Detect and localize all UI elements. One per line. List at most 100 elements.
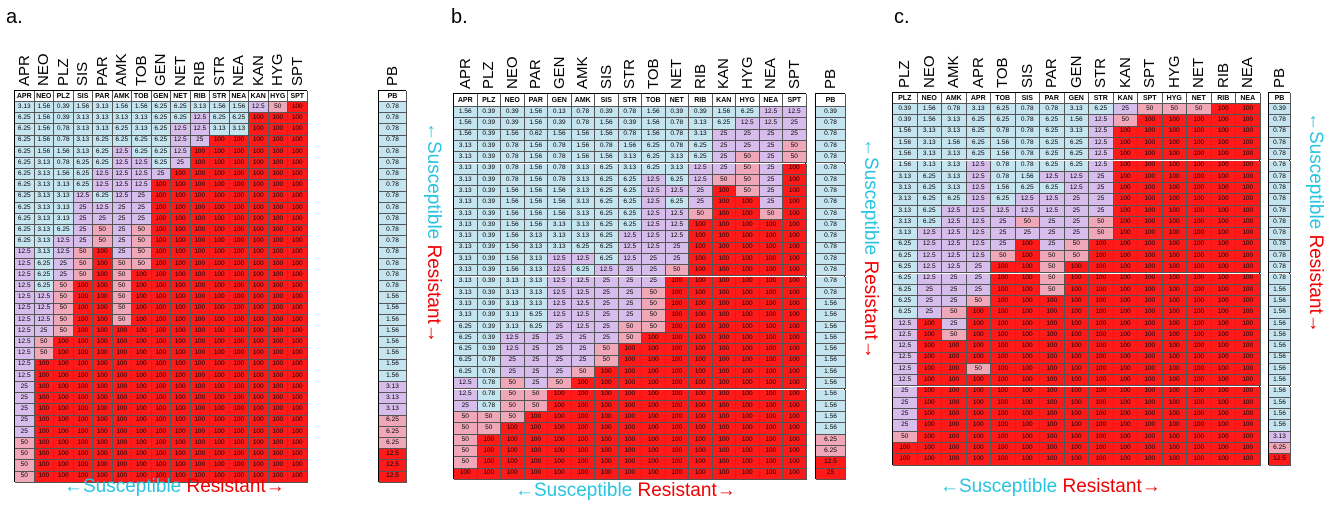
heatmap-cell: 3.13 <box>454 231 478 243</box>
pb-cell: 12.5 <box>1269 454 1291 466</box>
column-header-rotated: APR <box>969 57 987 88</box>
heatmap-cell: 12.5 <box>93 180 113 192</box>
pb-cell: 0.78 <box>816 174 846 187</box>
heatmap-cell: 100 <box>268 292 288 304</box>
pb-cell: 1.56 <box>816 423 846 435</box>
heatmap-cell: 3.13 <box>571 220 595 232</box>
heatmap-cell: 6.25 <box>966 137 991 150</box>
heatmap-cell: 6.25 <box>917 171 942 184</box>
heatmap-cell: 0.78 <box>501 140 525 153</box>
heatmap-cell: 100 <box>54 449 74 461</box>
heatmap-cell: 100 <box>689 231 713 243</box>
heatmap-cell: 50 <box>966 296 991 308</box>
heatmap-cell: 0.39 <box>501 107 525 119</box>
heatmap-cell: 100 <box>73 404 93 416</box>
heatmap-cell: 100 <box>1138 183 1163 195</box>
heatmap-cell: 0.39 <box>689 107 713 119</box>
heatmap-cell: 1.56 <box>524 163 548 175</box>
heatmap-cell: 50 <box>112 303 132 315</box>
heatmap-cell: 1.56 <box>524 186 548 198</box>
heatmap-cell: 100 <box>991 363 1016 376</box>
heatmap-cell: 50 <box>1187 104 1212 116</box>
heatmap-cell: 3.13 <box>73 113 93 125</box>
heatmap-cell: 12.5 <box>966 194 991 206</box>
heatmap-cell: 6.25 <box>73 180 93 192</box>
heatmap-cell: 100 <box>571 389 595 401</box>
heatmap-cell: 100 <box>249 348 269 360</box>
heatmap-cell: 12.5 <box>966 183 991 195</box>
heatmap-cell: 100 <box>288 258 308 270</box>
heatmap-cell: 100 <box>712 423 736 435</box>
heatmap-cell: 100 <box>1113 250 1138 263</box>
heatmap-cell: 100 <box>1162 183 1187 195</box>
pb-cell: 0.78 <box>816 265 846 277</box>
heatmap-cell: 50 <box>1162 104 1187 116</box>
heatmap-cell: 50 <box>112 270 132 282</box>
heatmap-cell: 3.13 <box>93 102 113 114</box>
heatmap-cell: 1.56 <box>893 149 918 161</box>
heatmap-cell: 1.56 <box>595 152 619 164</box>
heatmap-cell: 100 <box>1113 307 1138 319</box>
heatmap-cell: 25 <box>712 140 736 153</box>
heatmap-cell: 50 <box>1138 104 1163 116</box>
heatmap-cell: 100 <box>1089 397 1114 410</box>
heatmap-cell: 100 <box>1064 330 1089 342</box>
heatmap-cell: 6.25 <box>618 197 642 209</box>
heatmap-cell: 50 <box>642 321 666 333</box>
heatmap-cell: 25 <box>501 366 525 379</box>
heatmap-cell: 100 <box>249 270 269 282</box>
column-header-rotated: NEA <box>762 58 780 89</box>
heatmap-cell: 3.13 <box>942 171 967 184</box>
heatmap-cell: 100 <box>151 359 171 371</box>
heatmap-cell: 100 <box>1236 104 1261 116</box>
heatmap-cell: 50 <box>618 333 642 345</box>
heatmap-cell: 3.13 <box>548 220 572 232</box>
heatmap-cell: 50 <box>1064 239 1089 251</box>
heatmap-cell: 100 <box>1113 420 1138 432</box>
heatmap-cell: 12.5 <box>642 186 666 198</box>
heatmap-cell: 6.25 <box>454 333 478 345</box>
heatmap-cell: 100 <box>595 412 619 424</box>
heatmap-cell: 100 <box>524 457 548 469</box>
heatmap-cell: 100 <box>190 180 210 192</box>
heatmap-cell: 100 <box>1015 250 1040 263</box>
heatmap-cell: 100 <box>1138 137 1163 150</box>
heatmap-cell: 100 <box>736 366 760 379</box>
heatmap-cell: 100 <box>268 270 288 282</box>
column-header-cell: PLZ <box>477 94 501 107</box>
heatmap-cell: 100 <box>642 434 666 446</box>
heatmap-cell: 25 <box>524 378 548 390</box>
heatmap-cell: 100 <box>1138 307 1163 319</box>
heatmap-cell: 100 <box>249 180 269 192</box>
pb-cell: 0.78 <box>1269 160 1291 172</box>
heatmap-cell: 100 <box>268 258 288 270</box>
heatmap-cell: 100 <box>966 454 991 466</box>
heatmap-cell: 12.5 <box>917 250 942 263</box>
heatmap-cell: 100 <box>1211 284 1236 297</box>
heatmap-cell: 25 <box>966 273 991 285</box>
heatmap-cell: 100 <box>736 299 760 311</box>
heatmap-cell: 12.5 <box>642 242 666 254</box>
heatmap-cell: 6.25 <box>132 146 152 158</box>
heatmap-cell: 6.25 <box>966 115 991 127</box>
heatmap-cell: 3.13 <box>917 149 942 161</box>
heatmap-cell: 1.56 <box>642 118 666 130</box>
heatmap-cell: 50 <box>454 423 478 435</box>
heatmap-cell: 100 <box>151 382 171 394</box>
heatmap-cell: 0.39 <box>477 231 501 243</box>
heatmap-cell: 50 <box>524 389 548 401</box>
heatmap-cell: 100 <box>1211 205 1236 217</box>
heatmap-cell: 100 <box>1211 104 1236 116</box>
column-header-cell: SIS <box>595 94 619 107</box>
heatmap-cell: 50 <box>736 152 760 164</box>
heatmap-cell: 6.25 <box>917 217 942 229</box>
heatmap-cell: 100 <box>132 292 152 304</box>
heatmap-cell: 3.13 <box>454 197 478 209</box>
pb-cell: 0.78 <box>379 124 407 136</box>
heatmap-cell: 100 <box>268 337 288 349</box>
heatmap-cell: 100 <box>171 225 191 237</box>
heatmap-cell: 1.56 <box>571 140 595 153</box>
heatmap-cell: 1.56 <box>548 129 572 141</box>
heatmap-cell: 100 <box>1162 454 1187 466</box>
heatmap-cell: 0.39 <box>893 115 918 127</box>
